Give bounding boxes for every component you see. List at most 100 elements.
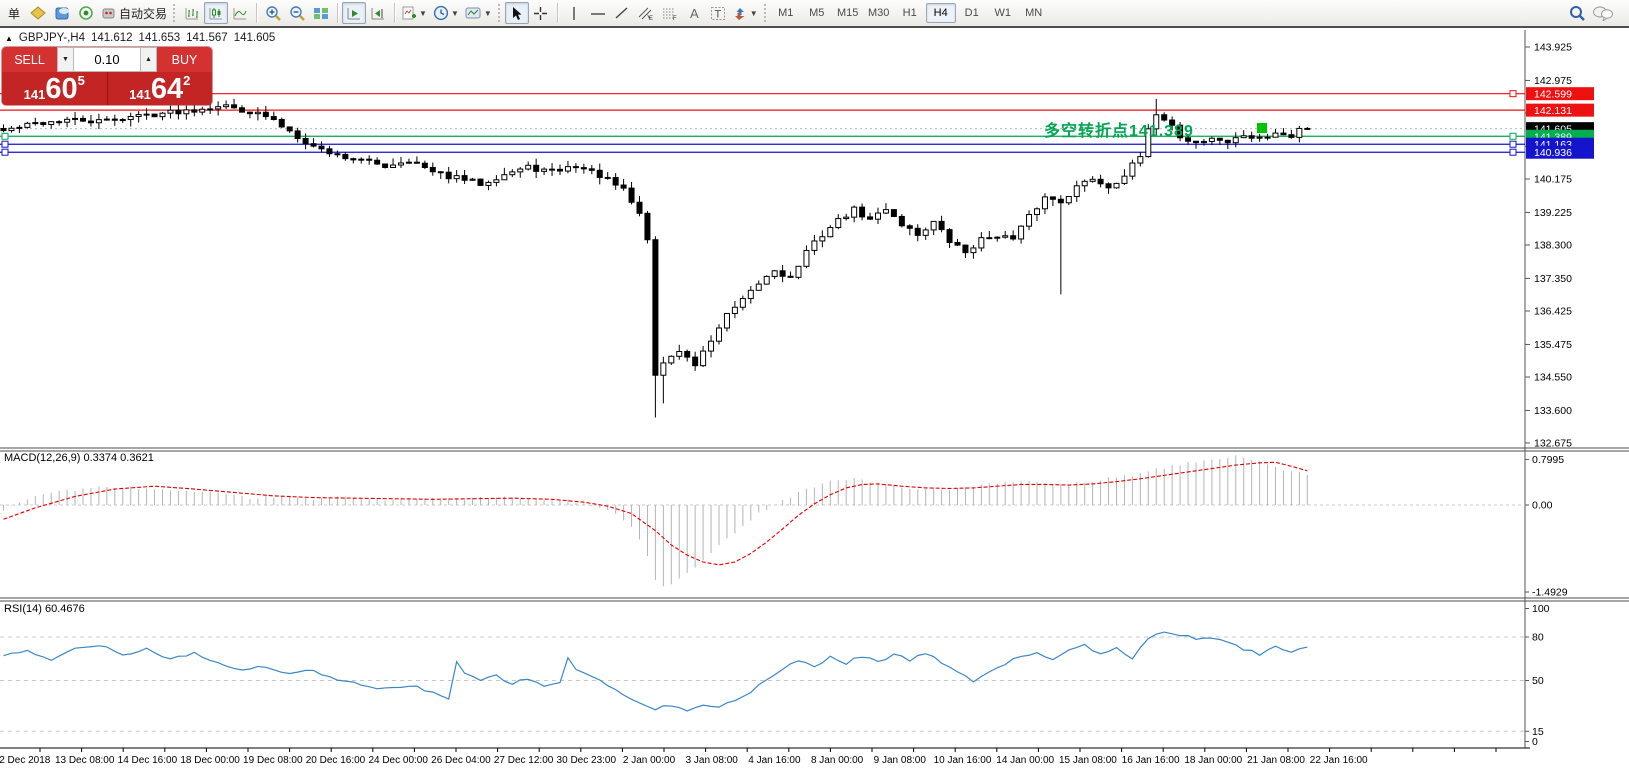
signals-button[interactable] <box>74 2 98 24</box>
candle-body <box>421 162 428 168</box>
time-axis-label[interactable]: 18 Dec 00:00 <box>180 755 240 766</box>
templates-button[interactable]: ▼ <box>462 2 495 24</box>
chart-shift-button[interactable] <box>366 2 390 24</box>
time-axis-label[interactable]: 9 Jan 08:00 <box>874 755 927 766</box>
candle-body <box>8 127 15 132</box>
horizontal-line-button[interactable] <box>586 2 610 24</box>
level-handle[interactable] <box>1 140 9 148</box>
autotrading-button[interactable]: 自动交易 <box>98 2 170 24</box>
candle-body <box>1105 183 1112 189</box>
macd-axis-label: 0.00 <box>1532 500 1553 512</box>
time-axis-label[interactable]: 2 Jan 00:00 <box>623 755 676 766</box>
candlestick-chart-button[interactable] <box>204 2 229 24</box>
candle-body <box>103 118 110 121</box>
candle-body <box>0 127 7 132</box>
arrows-button[interactable]: ▼ <box>730 2 761 24</box>
one-click-trade-panel: SELL ▼ ▲ BUY 141 60 5 141 64 2 <box>2 47 212 105</box>
tile-windows-icon <box>314 7 329 19</box>
time-axis-label[interactable]: 21 Jan 08:00 <box>1247 755 1305 766</box>
time-axis-label[interactable]: 24 Dec 00:00 <box>368 755 428 766</box>
time-axis-label[interactable]: 16 Jan 16:00 <box>1122 755 1180 766</box>
buy-button[interactable]: BUY <box>157 47 212 72</box>
timeframe-button-MN[interactable]: MN <box>1025 7 1043 19</box>
time-axis-label[interactable]: 20 Dec 16:00 <box>306 755 366 766</box>
volume-increase-button[interactable]: ▲ <box>140 47 157 72</box>
periods-button[interactable]: ▼ <box>430 2 462 24</box>
time-axis-label[interactable]: 18 Jan 00:00 <box>1184 755 1242 766</box>
level-handle[interactable] <box>1 148 9 156</box>
timeframe-button-D1[interactable]: D1 <box>964 7 979 19</box>
navigator-button[interactable] <box>26 2 50 24</box>
level-handle[interactable] <box>1509 90 1517 98</box>
line-chart-button[interactable] <box>228 2 252 24</box>
level-handle[interactable] <box>1509 140 1517 148</box>
pivot-annotation-text[interactable]: 多空转折点141.389 <box>1044 123 1194 140</box>
level-handle[interactable] <box>1 132 9 140</box>
candle-body <box>32 122 39 125</box>
window-triangle-icon: ▲ <box>5 33 13 43</box>
timeframe-button-M15[interactable]: M15 <box>837 7 859 19</box>
toolbar-grip[interactable] <box>497 4 502 22</box>
toolbar-grip[interactable] <box>173 4 177 22</box>
time-axis-label[interactable]: 13 Dec 08:00 <box>55 755 115 766</box>
candle-body <box>779 270 786 277</box>
time-axis-label[interactable]: 26 Dec 04:00 <box>431 755 491 766</box>
green-square-marker[interactable] <box>1257 123 1267 133</box>
tile-windows-button[interactable] <box>309 2 333 24</box>
level-handle[interactable] <box>1509 148 1517 156</box>
cursor-button[interactable] <box>504 2 529 24</box>
time-axis-label[interactable]: 8 Jan 00:00 <box>811 755 864 766</box>
candle-body <box>175 109 182 115</box>
auto-scroll-button[interactable] <box>342 2 367 24</box>
price-tick-label: 134.550 <box>1534 372 1572 384</box>
toolbar-grip[interactable] <box>763 4 768 22</box>
time-axis-label[interactable]: 3 Jan 08:00 <box>686 755 739 766</box>
price-label-box <box>1526 145 1594 159</box>
time-axis-label[interactable]: 10 Jan 16:00 <box>934 755 992 766</box>
time-axis-label[interactable]: 19 Dec 08:00 <box>243 755 303 766</box>
zoom-in-button[interactable] <box>261 2 285 24</box>
volume-input[interactable] <box>74 47 140 72</box>
candle-body <box>954 241 961 246</box>
text-label-button[interactable]: T <box>706 2 730 24</box>
vertical-line-button[interactable] <box>562 2 586 24</box>
metaeditor-button[interactable] <box>50 2 74 24</box>
price-tick-label: 143.925 <box>1534 42 1572 54</box>
time-axis-label[interactable]: 15 Jan 08:00 <box>1059 755 1117 766</box>
timeframe-button-H1[interactable]: H1 <box>902 7 917 19</box>
level-handle[interactable] <box>1509 132 1517 140</box>
crosshair-button[interactable] <box>529 2 553 24</box>
time-axis-label[interactable]: 12 Dec 2018 <box>0 755 51 766</box>
time-axis-label[interactable]: 4 Jan 16:00 <box>748 755 801 766</box>
buy-price-display[interactable]: 141 64 2 <box>107 72 212 105</box>
timeframe-button-H4[interactable]: H4 <box>925 3 956 23</box>
zoom-out-button[interactable] <box>285 2 309 24</box>
time-axis-label[interactable]: 27 Dec 12:00 <box>494 755 554 766</box>
sell-price-display[interactable]: 141 60 5 <box>2 72 107 105</box>
timeframe-button-M1[interactable]: M1 <box>778 7 794 19</box>
time-axis-label[interactable]: 14 Dec 16:00 <box>118 755 178 766</box>
fibonacci-button[interactable]: F <box>658 2 682 24</box>
chat-button[interactable] <box>1589 2 1617 24</box>
sell-button[interactable]: SELL <box>2 47 57 72</box>
autotrading-label: 自动交易 <box>119 6 168 21</box>
trendline-button[interactable] <box>610 2 634 24</box>
time-axis-label[interactable]: 30 Dec 23:00 <box>557 755 617 766</box>
indicators-button[interactable]: ▼ <box>399 2 430 24</box>
candle-body <box>1010 235 1017 240</box>
volume-decrease-button[interactable]: ▼ <box>57 47 74 72</box>
time-axis-label[interactable]: 22 Jan 16:00 <box>1310 755 1368 766</box>
search-button[interactable] <box>1565 2 1589 24</box>
rsi-axis-label: 0 <box>1532 736 1538 748</box>
candle-body <box>906 225 913 229</box>
timeframe-button-W1[interactable]: W1 <box>994 7 1011 19</box>
timeframe-button-M30[interactable]: M30 <box>868 7 890 19</box>
bar-chart-button[interactable] <box>180 2 204 24</box>
time-axis-label[interactable]: 14 Jan 00:00 <box>996 755 1054 766</box>
text-button[interactable]: A <box>682 2 706 24</box>
candle-body <box>612 177 619 186</box>
timeframe-button-M5[interactable]: M5 <box>809 7 825 19</box>
new-order-button[interactable]: 单 <box>2 2 26 24</box>
price-tick-label: 135.475 <box>1534 339 1572 351</box>
equidistant-channel-button[interactable]: E <box>634 2 658 24</box>
